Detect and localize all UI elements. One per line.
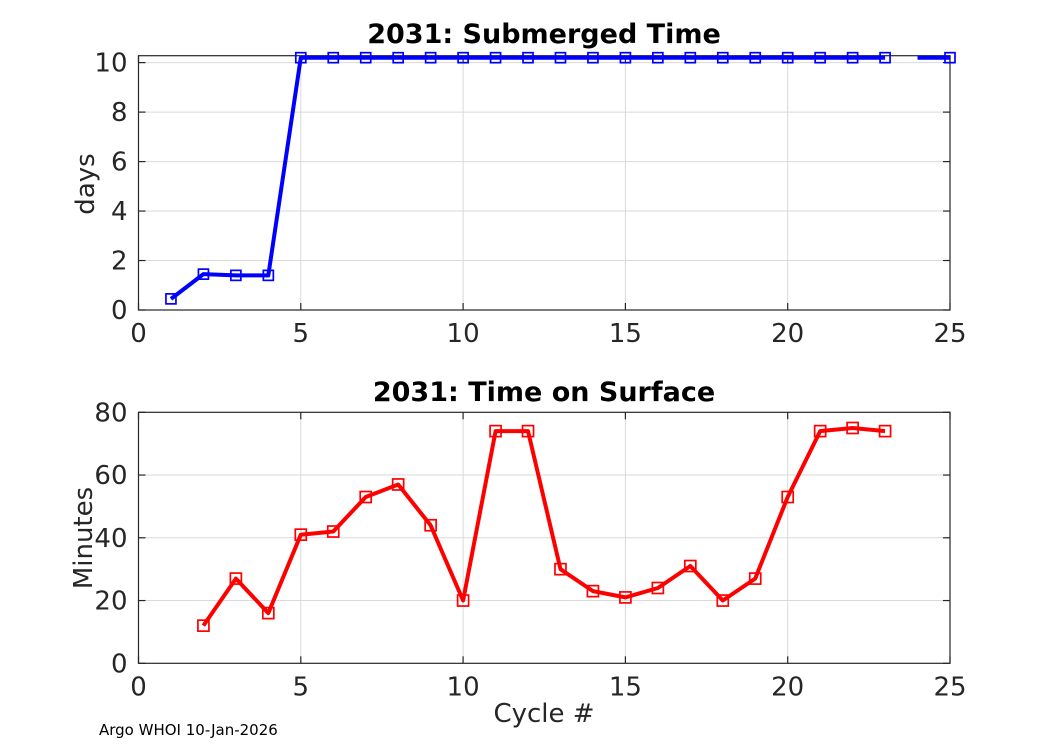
data-point-marker <box>684 51 697 64</box>
surface-time-ylabel: Minutes <box>69 486 99 590</box>
data-point-marker <box>683 559 697 573</box>
data-point-marker <box>619 591 632 604</box>
y-tick-label: 0 <box>111 296 128 326</box>
data-point-marker <box>716 51 729 64</box>
data-point-marker <box>261 606 275 620</box>
submerged-time-plot: 0 5 10 15 20 25 0 2 4 6 8 10 <box>94 49 966 349</box>
data-point-marker <box>554 562 567 576</box>
figure-footnote: Argo WHOI 10-Jan-2026 <box>99 721 278 739</box>
x-tick-label: 0 <box>130 319 147 349</box>
data-point-marker <box>716 594 730 607</box>
y-tick-label: 2 <box>111 247 128 277</box>
data-point-marker <box>846 51 859 64</box>
surface-time-plot: 0 5 10 15 20 25 0 20 40 60 80 <box>94 398 966 702</box>
data-point-marker <box>619 51 632 64</box>
data-point-marker <box>748 572 762 585</box>
y-tick-label: 8 <box>111 98 128 128</box>
y-tick-label: 6 <box>111 148 128 178</box>
y-tick-label: 80 <box>94 398 127 428</box>
data-point-marker <box>522 51 534 64</box>
data-point-marker <box>944 51 956 64</box>
x-tick-label: 5 <box>293 672 310 702</box>
data-point-marker <box>456 594 470 607</box>
cycle-number-xlabel: Cycle # <box>493 699 595 729</box>
y-tick-label: 40 <box>94 524 127 554</box>
data-point-marker <box>165 293 177 305</box>
x-tick-label: 15 <box>609 672 642 702</box>
submerged-time-ylabel: days <box>71 153 101 215</box>
series-line <box>201 426 886 627</box>
data-point-marker <box>814 51 827 64</box>
x-tick-label: 20 <box>771 319 804 349</box>
data-point-marker <box>457 51 469 64</box>
y-tick-label: 60 <box>94 461 127 491</box>
x-tick-label: 10 <box>447 672 480 702</box>
data-point-marker <box>230 269 242 282</box>
y-tick-label: 20 <box>94 587 127 617</box>
y-tick-label: 4 <box>111 197 128 227</box>
data-point-marker <box>586 584 600 598</box>
data-point-marker <box>424 51 437 64</box>
data-point-marker <box>554 51 567 64</box>
data-point-marker <box>749 51 762 64</box>
y-tick-label: 10 <box>94 49 127 79</box>
data-point-marker <box>651 581 665 595</box>
data-point-marker <box>359 51 372 64</box>
data-point-marker <box>652 51 664 64</box>
data-point-marker <box>262 269 275 282</box>
x-tick-label: 20 <box>771 672 804 702</box>
data-point-marker <box>391 478 405 491</box>
x-tick-label: 25 <box>933 319 966 349</box>
data-point-marker <box>229 572 243 585</box>
surface-time-title: 2031: Time on Surface <box>372 377 716 408</box>
data-point-marker <box>489 51 502 64</box>
data-point-marker <box>781 51 794 64</box>
submerged-time-title: 2031: Submerged Time <box>367 19 721 50</box>
x-tick-label: 25 <box>933 672 966 702</box>
series-line <box>169 55 886 301</box>
data-point-marker <box>489 424 502 438</box>
data-point-marker <box>392 51 405 64</box>
data-point-marker <box>846 421 859 435</box>
data-point-marker <box>879 51 891 64</box>
data-point-marker <box>878 424 892 438</box>
axes-box <box>137 55 951 311</box>
data-point-marker <box>813 424 827 438</box>
x-tick-label: 5 <box>293 319 310 349</box>
data-point-marker <box>197 268 210 280</box>
data-point-marker <box>521 424 535 438</box>
data-point-marker <box>294 51 307 64</box>
data-point-marker <box>359 490 373 504</box>
data-point-marker <box>781 490 795 504</box>
data-point-marker <box>294 528 308 542</box>
data-point-marker <box>587 51 599 64</box>
data-point-marker <box>326 525 340 538</box>
data-point-marker <box>197 619 210 633</box>
y-tick-label: 0 <box>111 649 128 679</box>
x-tick-label: 0 <box>130 672 147 702</box>
x-tick-label: 10 <box>447 319 480 349</box>
x-tick-label: 15 <box>609 319 642 349</box>
data-point-marker <box>424 518 437 532</box>
data-point-marker <box>327 51 340 64</box>
